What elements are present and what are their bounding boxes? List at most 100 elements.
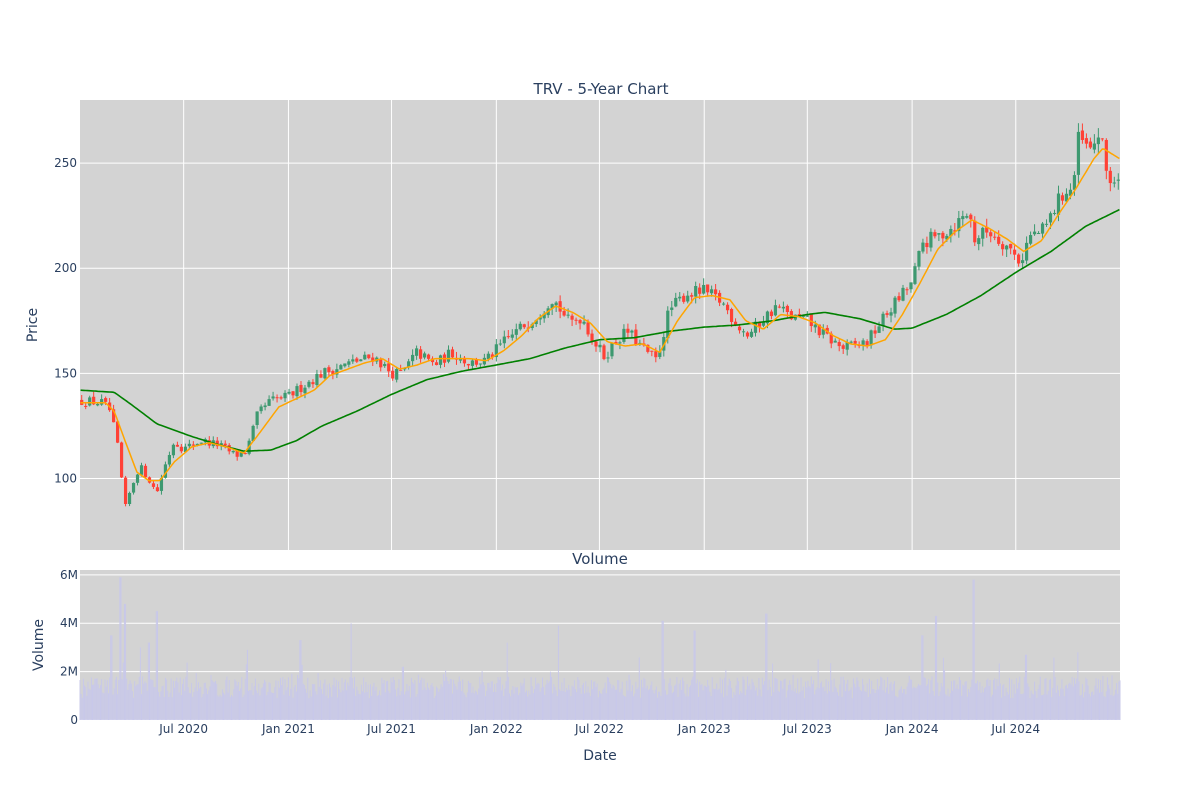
- candle-body: [331, 371, 335, 375]
- candle-body: [143, 465, 148, 478]
- candle-body: [1068, 189, 1073, 196]
- candle-body: [670, 307, 674, 310]
- candle-body: [861, 340, 865, 345]
- candle-body: [702, 284, 706, 294]
- volume-tick-label: 4M: [60, 616, 78, 630]
- candle: [853, 337, 857, 348]
- candle-body: [1044, 223, 1049, 225]
- candle-body: [363, 354, 367, 360]
- candle-body: [981, 227, 985, 239]
- candle-body: [223, 443, 227, 446]
- candle: [893, 295, 897, 318]
- candle-body: [438, 355, 443, 365]
- candle-body: [1104, 139, 1108, 171]
- chart-title: TRV - 5-Year Chart: [533, 80, 669, 98]
- candle-body: [271, 396, 275, 399]
- candle: [343, 363, 347, 368]
- candle: [937, 233, 941, 242]
- candle-body: [845, 342, 849, 350]
- candle: [135, 473, 140, 486]
- candle: [881, 311, 885, 332]
- candle: [179, 444, 183, 454]
- volume-subplot-title: Volume: [572, 550, 628, 568]
- candle: [753, 317, 758, 337]
- candle: [809, 313, 813, 332]
- candle-body: [889, 312, 893, 316]
- candle: [438, 354, 443, 369]
- candle: [311, 379, 315, 388]
- candle-body: [1028, 235, 1033, 244]
- candle: [1001, 241, 1005, 256]
- candle-body: [721, 303, 726, 305]
- candle: [686, 290, 690, 304]
- candle-body: [586, 322, 590, 335]
- candle: [123, 475, 128, 507]
- candle: [271, 391, 275, 401]
- candle-body: [1100, 138, 1104, 140]
- candle-body: [339, 365, 343, 370]
- candle: [1060, 192, 1065, 205]
- candle-body: [582, 321, 586, 324]
- candle: [231, 450, 235, 454]
- candle: [977, 235, 981, 251]
- candle-body: [1001, 244, 1005, 250]
- candle-body: [96, 403, 100, 406]
- candle-body: [88, 397, 92, 406]
- candle: [1088, 137, 1092, 150]
- candle-body: [626, 328, 630, 333]
- candle-body: [809, 314, 813, 327]
- candle: [901, 284, 905, 302]
- candle-body: [518, 323, 522, 330]
- candle-body: [1064, 193, 1069, 202]
- candle-body: [299, 384, 303, 393]
- candle: [981, 226, 985, 247]
- candle: [773, 299, 778, 317]
- candle-body: [1060, 195, 1065, 201]
- candle: [1080, 123, 1085, 144]
- candle: [363, 351, 367, 360]
- candle: [949, 225, 953, 243]
- price-tick-label: 250: [54, 156, 77, 170]
- candle: [1112, 176, 1116, 188]
- candle-body: [335, 369, 339, 375]
- candle-body: [618, 342, 622, 344]
- candle-body: [530, 324, 534, 329]
- candle-body: [622, 328, 626, 342]
- candle-body: [1072, 175, 1077, 190]
- candle: [729, 307, 734, 328]
- candle-body: [957, 218, 961, 232]
- candle-body: [654, 351, 658, 358]
- candle-body: [1024, 242, 1029, 261]
- candle: [391, 366, 395, 381]
- candle: [415, 345, 419, 360]
- candle-body: [741, 331, 746, 333]
- candle-body: [315, 373, 319, 386]
- candle-body: [909, 282, 913, 290]
- candle-body: [749, 331, 754, 337]
- candle: [961, 210, 965, 227]
- candle-body: [1080, 130, 1085, 140]
- candle-body: [993, 236, 997, 238]
- candle: [315, 369, 319, 388]
- date-tick-label: Jul 2021: [366, 722, 416, 736]
- candle-body: [343, 363, 347, 367]
- volume-tick-label: 0: [70, 713, 78, 727]
- candle: [702, 278, 706, 295]
- candle-body: [167, 455, 172, 465]
- candle: [817, 324, 821, 339]
- candle-body: [961, 216, 965, 220]
- candle-body: [486, 353, 490, 360]
- candle: [626, 323, 630, 339]
- candle-body: [1088, 141, 1092, 148]
- candle-body: [1116, 179, 1120, 181]
- candle-body: [542, 313, 546, 319]
- candle-body: [494, 344, 498, 358]
- candle-body: [1096, 137, 1100, 145]
- date-axis-ticks: Jul 2020 Jan 2021 Jul 2021 Jan 2022 Jul 2022…: [158, 722, 1040, 736]
- date-tick-label: Jul 2020: [158, 722, 208, 736]
- candle: [395, 367, 399, 383]
- candle: [925, 236, 929, 254]
- candle-body: [359, 359, 363, 362]
